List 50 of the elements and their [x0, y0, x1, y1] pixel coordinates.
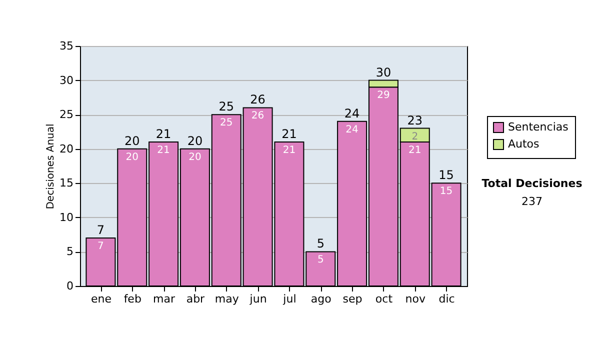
x-tick-label: oct: [375, 292, 394, 306]
data-label: 7: [98, 241, 104, 252]
total-label: 5: [316, 236, 324, 251]
data-label: 20: [188, 152, 202, 163]
total-label: 20: [187, 134, 203, 148]
x-tick-label: jun: [248, 292, 267, 306]
total-label: 20: [124, 134, 140, 148]
x-tick-label: jul: [282, 292, 296, 306]
data-label: 26: [251, 110, 264, 122]
y-tick-label: 35: [60, 40, 74, 52]
y-tick-label: 10: [60, 210, 74, 224]
legend-label: Autos: [508, 138, 540, 150]
data-label: 21: [157, 145, 170, 156]
y-tick-label: 20: [60, 142, 74, 156]
y-tick-label: 0: [66, 280, 74, 292]
data-label: 21: [408, 145, 422, 156]
y-tick-label: 15: [60, 176, 74, 190]
text: Total Decisiones: [482, 177, 583, 190]
data-label: 29: [377, 90, 390, 102]
total-label: 23: [407, 113, 423, 128]
total-label: 7: [96, 223, 105, 237]
data-label: 5: [317, 254, 324, 266]
total-label: 30: [376, 65, 392, 80]
data-label: 15: [440, 186, 453, 198]
total-label: 15: [438, 168, 454, 182]
total-label: 26: [250, 92, 266, 107]
text: 237: [522, 195, 542, 208]
x-tick-label: abr: [186, 292, 206, 306]
legend-label: Sentencias: [508, 120, 569, 134]
x-tick-label: mar: [153, 292, 176, 306]
total-label: 24: [344, 106, 360, 120]
x-tick-label: ago: [310, 292, 332, 306]
x-tick-label: may: [214, 292, 240, 306]
x-tick-label: dic: [438, 292, 455, 306]
data-label: 25: [220, 118, 233, 129]
x-tick-label: nov: [405, 292, 426, 306]
x-tick-label: sep: [342, 292, 362, 306]
data-label: 24: [346, 124, 358, 136]
data-label: 2: [412, 131, 418, 142]
y-axis-title: Decisiones Anual: [46, 124, 57, 210]
x-tick-label: ene: [90, 292, 112, 306]
y-tick-label: 5: [66, 245, 74, 258]
y-tick-label: 30: [60, 74, 74, 87]
total-label: 25: [218, 100, 234, 114]
y-tick-label: 25: [60, 108, 74, 122]
total-label: 21: [282, 127, 297, 141]
data-label: 21: [282, 145, 296, 156]
data-label: 20: [126, 152, 138, 163]
total-label: 21: [156, 127, 172, 141]
x-tick-label: feb: [124, 292, 142, 306]
